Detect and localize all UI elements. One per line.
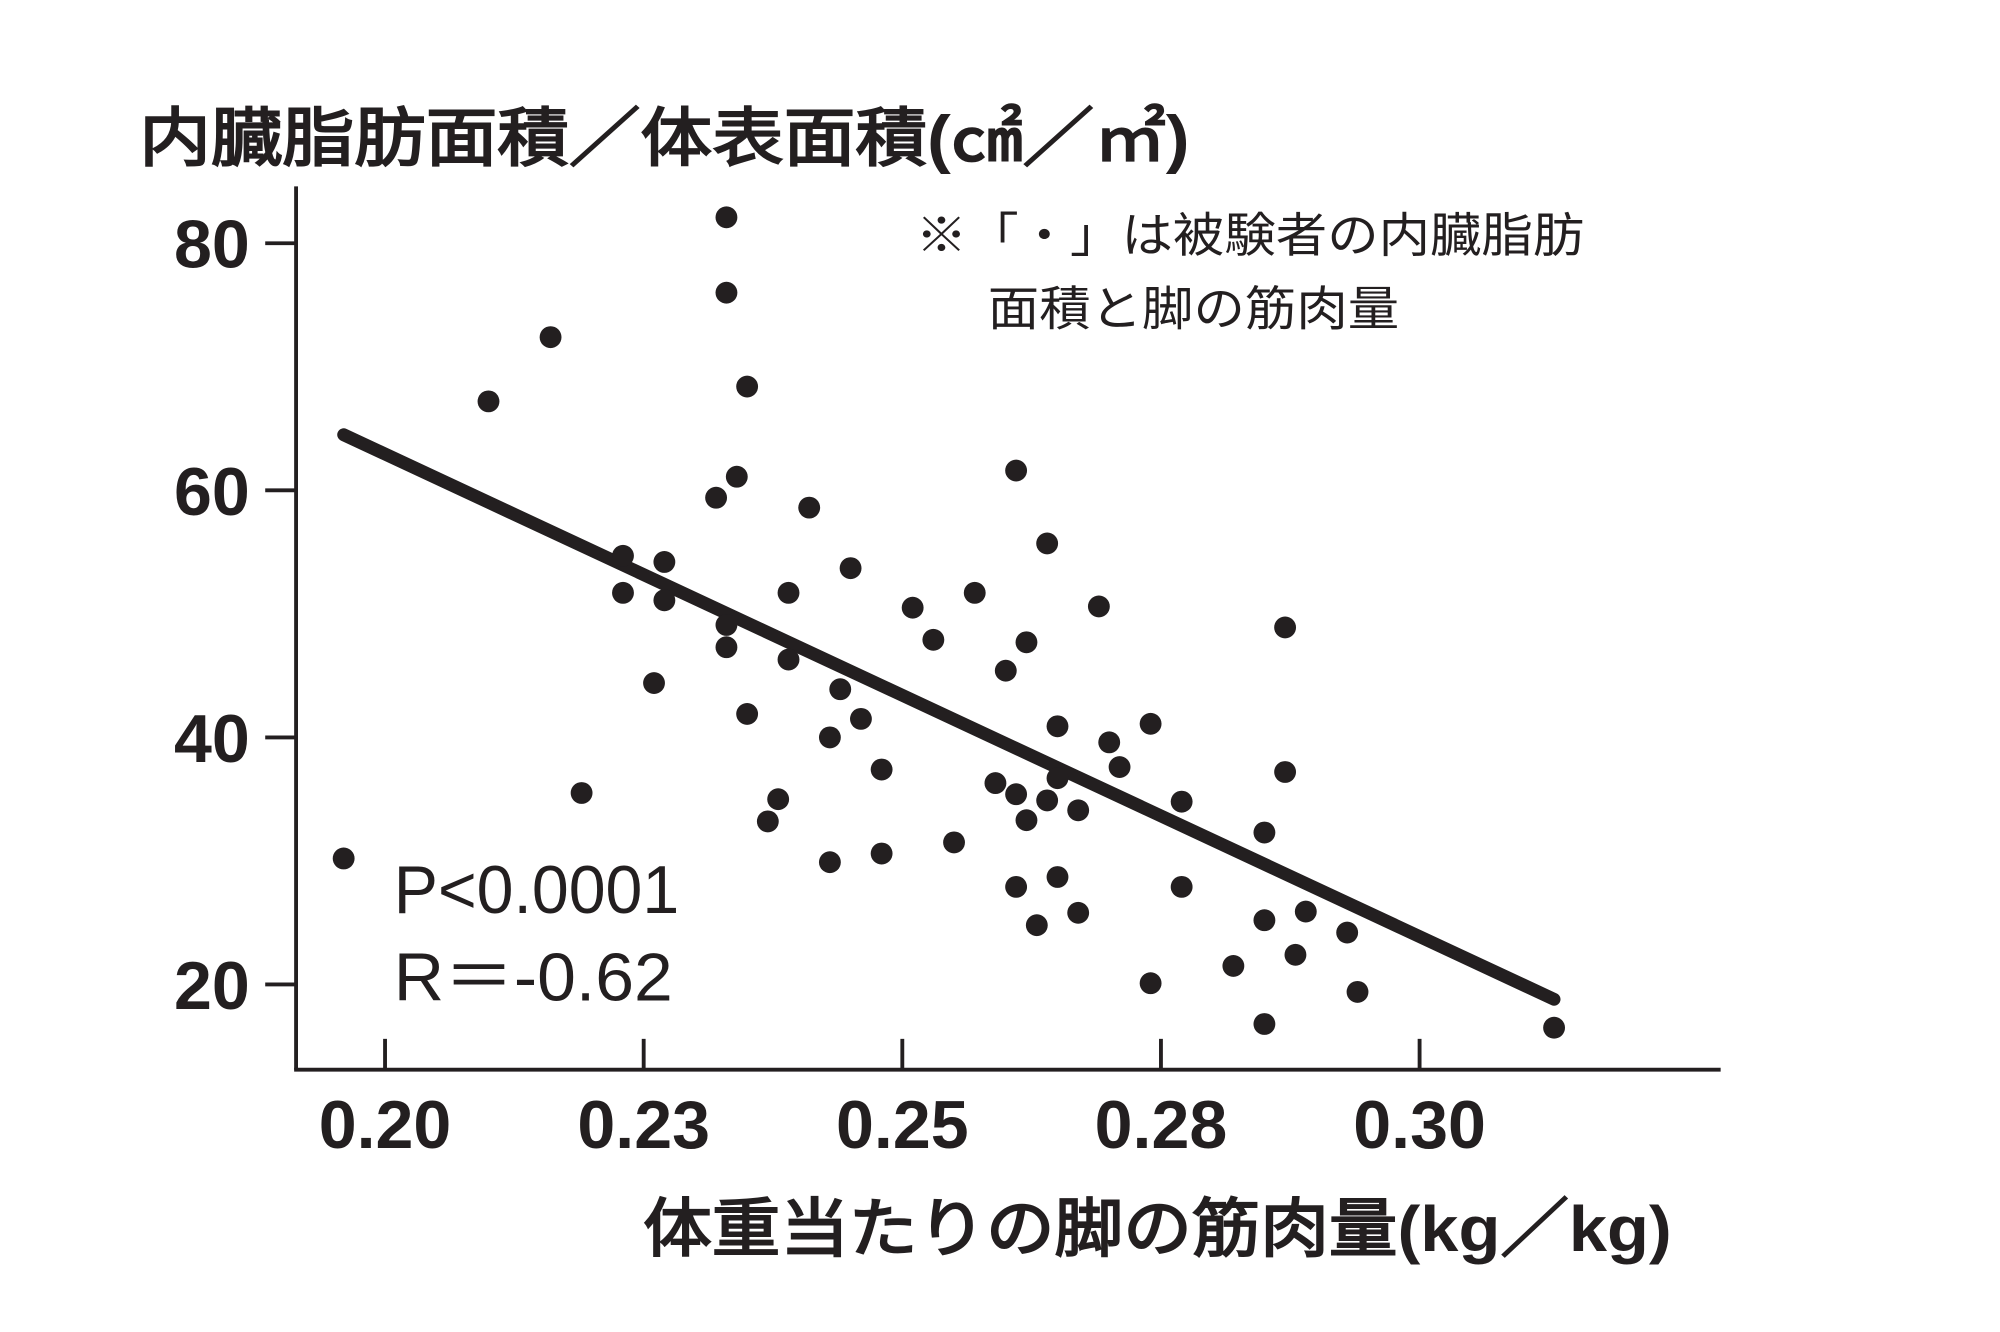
data-point [1005, 783, 1028, 806]
data-point [1274, 616, 1297, 639]
data-point [725, 465, 748, 488]
data-point [715, 614, 738, 636]
data-point [1108, 756, 1131, 778]
data-point [736, 375, 759, 398]
x-tick-label: 0.30 [1353, 1087, 1486, 1163]
x-tick-label: 0.23 [577, 1087, 710, 1163]
data-point [539, 326, 562, 349]
data-point [1067, 901, 1090, 924]
data-point [943, 831, 965, 854]
data-point [1222, 955, 1245, 977]
data-point [653, 551, 676, 573]
note-line-1: ※「・」は被験者の内臓脂肪 [916, 210, 1585, 263]
data-point [1543, 1016, 1566, 1039]
data-point [1170, 875, 1193, 898]
data-points [332, 206, 1566, 1039]
data-point [839, 557, 862, 580]
data-point [1046, 866, 1069, 888]
data-point [1098, 731, 1121, 754]
x-tick-label: 0.28 [1095, 1087, 1228, 1163]
data-point [736, 703, 759, 725]
data-point [850, 707, 872, 730]
data-point [963, 581, 986, 604]
data-point [612, 544, 634, 567]
data-point [1067, 799, 1090, 822]
data-point [1005, 459, 1028, 482]
data-point [612, 581, 634, 604]
r-value-label: R＝-0.62 [394, 939, 673, 1015]
data-point [901, 596, 924, 619]
stats-annotation: P<0.0001 R＝-0.62 [394, 852, 679, 1015]
data-point [1046, 767, 1069, 790]
data-point [715, 636, 738, 659]
data-point [818, 851, 841, 874]
data-point [715, 281, 738, 304]
data-point [870, 758, 893, 781]
data-point [994, 659, 1017, 682]
data-point [1036, 532, 1059, 555]
y-tick-label: 80 [174, 207, 250, 283]
y-axis-ticks: 20 40 60 80 [174, 207, 297, 1024]
data-point [818, 726, 841, 749]
data-point [870, 842, 893, 865]
data-point [1170, 790, 1193, 813]
data-point [1336, 921, 1359, 944]
data-point [829, 678, 852, 701]
data-point [1087, 595, 1110, 618]
data-point [777, 648, 800, 671]
data-point [1294, 900, 1317, 923]
data-point [1139, 972, 1162, 995]
data-point [922, 628, 945, 651]
data-point [653, 589, 676, 612]
note-line-2: 面積と脚の筋肉量 [988, 283, 1399, 336]
data-point [777, 581, 800, 604]
data-point [715, 206, 738, 229]
data-point [1015, 631, 1038, 654]
data-point [1346, 980, 1369, 1003]
data-point [1139, 712, 1162, 735]
data-point [1036, 789, 1059, 812]
data-point [1253, 909, 1276, 932]
data-point [477, 390, 500, 413]
y-axis-title: 内臓脂肪面積／体表面積(㎠／㎡) [139, 102, 1189, 175]
data-point [1274, 761, 1297, 783]
note-annotation: ※「・」は被験者の内臓脂肪 面積と脚の筋肉量 [916, 210, 1585, 336]
data-point [798, 496, 821, 519]
data-point [705, 486, 728, 509]
regression-line [337, 428, 1561, 1006]
x-axis-ticks: 0.20 0.23 0.25 0.28 0.30 [319, 1038, 1486, 1163]
p-value-label: P<0.0001 [394, 852, 679, 928]
data-point [1253, 821, 1276, 844]
data-point [1046, 715, 1069, 738]
x-tick-label: 0.20 [319, 1087, 452, 1163]
data-point [984, 772, 1007, 795]
data-point [570, 782, 593, 804]
x-axis-title: 体重当たりの脚の筋肉量(kg／kg) [643, 1193, 1672, 1265]
y-tick-label: 20 [174, 948, 250, 1024]
data-point [1025, 914, 1048, 937]
data-point [1284, 943, 1307, 966]
data-point [756, 810, 779, 833]
data-point [643, 672, 665, 694]
data-point [767, 788, 790, 811]
y-tick-label: 40 [174, 701, 250, 777]
x-tick-label: 0.25 [836, 1087, 969, 1163]
data-point [1015, 809, 1038, 832]
data-point [1005, 875, 1028, 898]
y-tick-label: 60 [174, 454, 250, 530]
data-point [1253, 1013, 1276, 1035]
data-point [332, 847, 355, 870]
